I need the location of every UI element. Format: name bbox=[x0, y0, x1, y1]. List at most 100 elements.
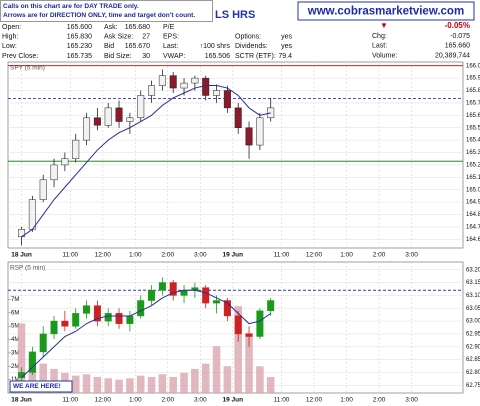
y-tick-label: 5M bbox=[11, 324, 19, 330]
candle-body bbox=[256, 117, 264, 146]
banner: www.cobrasmarketview.com bbox=[307, 6, 464, 18]
volume-bar bbox=[212, 346, 221, 393]
y-tick-label: 2M bbox=[11, 364, 19, 370]
field-value: 27 bbox=[142, 34, 150, 41]
x-tick-label: 1:00 bbox=[129, 397, 142, 404]
x-tick-label: 3:00 bbox=[194, 397, 207, 404]
candle-body bbox=[223, 300, 231, 317]
y-tick-label: 165.40 bbox=[466, 138, 480, 144]
field-label: Bid Size: bbox=[104, 53, 132, 60]
candle-body bbox=[93, 117, 101, 126]
volume-bar bbox=[147, 376, 156, 393]
marker-box bbox=[9, 380, 73, 393]
field-label: Open: bbox=[2, 24, 21, 31]
candle-body bbox=[83, 305, 91, 314]
field-label: Ask: bbox=[104, 24, 118, 31]
candle-body bbox=[50, 164, 58, 181]
volume-bar bbox=[169, 376, 177, 393]
candle-body bbox=[28, 351, 36, 373]
chart-title: LS HRS bbox=[215, 9, 255, 21]
y-tick-label: 165.30 bbox=[466, 150, 480, 156]
field-value: 30 bbox=[142, 53, 150, 60]
volume-bar bbox=[158, 374, 167, 393]
field-label: Prev Close: bbox=[2, 53, 38, 60]
x-tick-label: 11:00 bbox=[62, 252, 78, 259]
field-value: 165.600 bbox=[67, 24, 92, 31]
field-value: 165.230 bbox=[67, 43, 92, 50]
field-label: Dividends: bbox=[235, 43, 268, 50]
candle-body bbox=[72, 139, 80, 159]
x-tick-label: 2:00 bbox=[373, 252, 386, 259]
candle-body bbox=[72, 313, 80, 327]
x-tick-label: 18 Jun bbox=[11, 252, 32, 259]
y-tick-label: 63.05 bbox=[466, 306, 480, 312]
field-label: Bid bbox=[104, 43, 114, 50]
marker: WE ARE HERE! bbox=[13, 383, 61, 390]
plot-area bbox=[7, 61, 464, 249]
field-value: 165.670 bbox=[125, 43, 150, 50]
x-tick-label: 11:00 bbox=[62, 397, 78, 404]
volume-bar bbox=[256, 366, 264, 393]
y-tick-label: 165.10 bbox=[466, 175, 480, 181]
y-tick-label: 1M bbox=[11, 377, 19, 383]
volume-bar bbox=[191, 368, 199, 393]
volume-bar bbox=[82, 374, 91, 393]
quote-label: Chg: bbox=[372, 33, 387, 40]
y-tick-label: 63.00 bbox=[466, 319, 480, 325]
candle-body bbox=[115, 107, 123, 122]
volume-bar bbox=[180, 372, 188, 393]
y-tick-label: 62.75 bbox=[466, 383, 480, 389]
candle-body bbox=[223, 90, 231, 109]
candle-body bbox=[28, 199, 36, 230]
candle-body bbox=[191, 77, 199, 84]
x-tick-label: 2:00 bbox=[161, 252, 174, 259]
quote-value: 20,389,744 bbox=[435, 52, 470, 59]
x-tick-label: 1:00 bbox=[340, 252, 353, 259]
field-label: Options: bbox=[235, 34, 261, 41]
field-label: High: bbox=[2, 34, 18, 41]
candle-body bbox=[148, 290, 156, 301]
note: Calls on this chart are for DAY TRADE on… bbox=[3, 3, 139, 10]
field-value: 165.830 bbox=[67, 34, 92, 41]
change-arrow: ▼ bbox=[380, 21, 388, 30]
candle-body bbox=[126, 315, 134, 324]
candle-body bbox=[245, 127, 253, 146]
volume-bar bbox=[266, 376, 275, 393]
field-value: 79.4 bbox=[278, 53, 292, 60]
field-label: Low: bbox=[2, 43, 17, 50]
y-tick-label: 4M bbox=[11, 337, 19, 343]
x-tick-label: 18 Jun bbox=[11, 397, 32, 404]
y-tick-label: 164.90 bbox=[466, 200, 480, 206]
quote-label: Volume: bbox=[372, 52, 397, 59]
change-pct: -0.05% bbox=[445, 21, 470, 30]
candle-body bbox=[137, 300, 145, 317]
y-tick-label: 165.20 bbox=[466, 162, 480, 168]
candle-body bbox=[61, 320, 69, 327]
volume-bar bbox=[104, 378, 112, 393]
moving-average bbox=[21, 289, 271, 378]
panel-title: SPY (5 min) bbox=[10, 65, 45, 72]
volume-bar bbox=[234, 306, 242, 393]
quote-label: Last: bbox=[372, 43, 387, 50]
candle-body bbox=[234, 107, 242, 128]
field-value: ↑100 shrs bbox=[200, 43, 231, 50]
x-tick-label: 12:00 bbox=[95, 252, 112, 259]
x-tick-label: 3:00 bbox=[405, 397, 418, 404]
candle-body bbox=[137, 95, 145, 119]
field-label: SCTR (ETF): bbox=[235, 53, 276, 60]
y-tick-label: 165.50 bbox=[466, 125, 480, 131]
candle-body bbox=[213, 300, 221, 304]
y-tick-label: 63.10 bbox=[466, 293, 480, 299]
candle-body bbox=[50, 320, 58, 335]
candle-body bbox=[202, 287, 210, 304]
x-tick-label: 12:00 bbox=[306, 252, 323, 259]
y-tick-label: 164.80 bbox=[466, 212, 480, 218]
candle-body bbox=[213, 90, 221, 96]
y-tick-label: 62.90 bbox=[466, 344, 480, 350]
y-tick-label: 165.60 bbox=[466, 113, 480, 119]
candle-body bbox=[148, 85, 156, 96]
y-tick-label: 63.15 bbox=[466, 280, 480, 286]
quote-value: 165.660 bbox=[445, 43, 470, 50]
banner-box bbox=[297, 1, 475, 21]
